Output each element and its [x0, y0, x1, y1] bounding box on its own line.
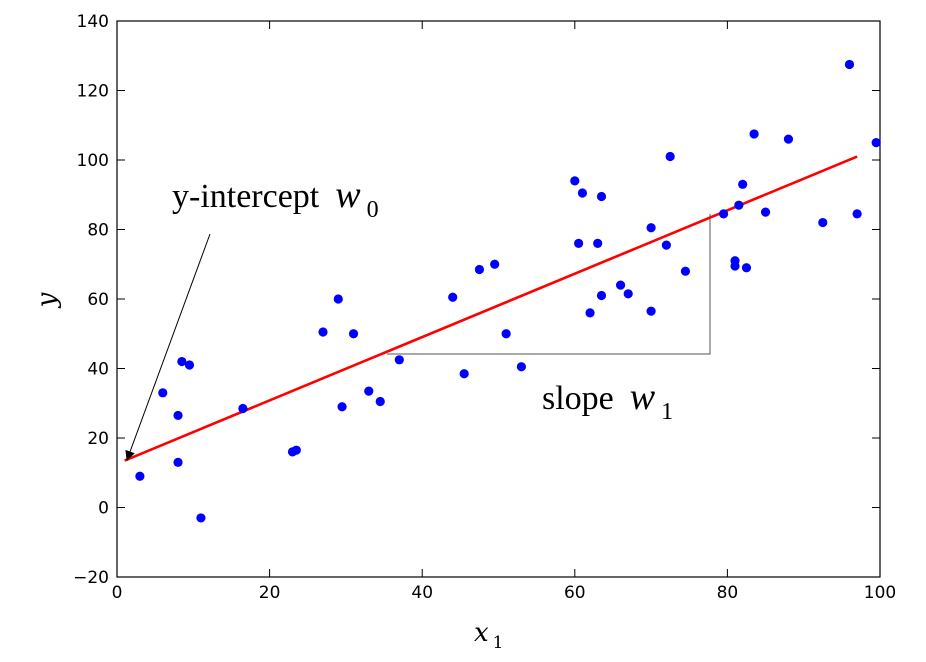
x-tick-label: 80 [717, 583, 739, 603]
data-point [577, 188, 588, 198]
data-point [730, 261, 740, 271]
data-point [348, 329, 359, 339]
data-point [852, 209, 862, 219]
data-point [184, 360, 195, 370]
x-axis-label: x 1 [474, 618, 504, 653]
x-tick-labels: 0 20 40 60 80 100 [112, 583, 897, 603]
data-point [665, 151, 675, 162]
slope-sub: 1 [661, 399, 673, 425]
data-point [570, 176, 580, 186]
x-tick-label: 100 [864, 583, 896, 603]
data-point [623, 289, 633, 299]
data-point [593, 238, 603, 248]
data-point [749, 129, 759, 139]
data-point [871, 138, 881, 148]
intercept-sub: 0 [367, 197, 379, 223]
y-axis-label: y [32, 292, 62, 308]
x-tick-label: 40 [411, 583, 433, 603]
y-tick-label: 120 [77, 82, 109, 102]
data-point [490, 259, 500, 269]
data-point [615, 280, 626, 290]
slope-triangle [387, 214, 711, 355]
intercept-annotation: y-intercept w 0 [172, 174, 379, 223]
data-point [501, 329, 511, 339]
data-point [333, 294, 343, 304]
data-point [738, 179, 748, 189]
data-point [734, 200, 744, 210]
data-point [646, 306, 656, 316]
slope-text: slope [542, 380, 614, 417]
data-point [760, 207, 771, 217]
data-point [844, 59, 855, 70]
y-tick-label: 20 [87, 429, 109, 449]
data-point [158, 388, 168, 398]
data-point [818, 217, 828, 228]
data-point [516, 362, 526, 372]
data-point [783, 134, 794, 144]
data-point [718, 209, 729, 219]
data-point [596, 290, 607, 301]
data-point [375, 396, 385, 407]
y-tick-label: 60 [87, 290, 109, 310]
intercept-w: w [335, 174, 361, 216]
data-point [337, 402, 347, 412]
intercept-arrow [125, 233, 211, 461]
data-point [291, 445, 301, 455]
data-point [364, 386, 374, 396]
x-tick-label: 60 [564, 583, 586, 603]
x-tick-label: 20 [259, 583, 281, 603]
x-tick-label: 0 [112, 583, 123, 603]
plot-frame [116, 20, 881, 578]
data-point [135, 471, 145, 481]
data-point [448, 292, 458, 302]
y-tick-label: 80 [87, 221, 109, 241]
data-point [661, 240, 671, 250]
data-point [596, 191, 607, 202]
y-tick-label: 0 [98, 499, 109, 519]
x-axis-label-main: x [474, 618, 489, 648]
slope-annotation: slope w 1 [542, 376, 673, 425]
data-point [173, 457, 183, 467]
slope-w: w [630, 376, 656, 418]
y-tick-label: 40 [87, 360, 109, 380]
data-point [574, 238, 584, 248]
data-point [173, 410, 183, 421]
x-axis-label-sub: 1 [493, 633, 504, 653]
data-point [196, 513, 206, 523]
data-point [646, 223, 656, 233]
y-tick-label: 100 [77, 151, 109, 171]
intercept-text: y-intercept [172, 178, 320, 215]
y-tick-label: 140 [77, 12, 109, 32]
data-point [741, 263, 752, 273]
y-tick-labels: −20 0 20 40 60 80 100 120 140 [73, 12, 109, 588]
data-point [394, 355, 404, 365]
y-tick-label: −20 [73, 568, 109, 588]
data-point [318, 327, 328, 337]
data-point [238, 403, 248, 414]
data-point [459, 369, 469, 379]
data-point [680, 266, 691, 276]
data-point [585, 308, 595, 318]
data-point [177, 356, 187, 367]
data-point [474, 264, 485, 275]
axis-ticks [116, 20, 881, 578]
data-points [135, 59, 881, 523]
